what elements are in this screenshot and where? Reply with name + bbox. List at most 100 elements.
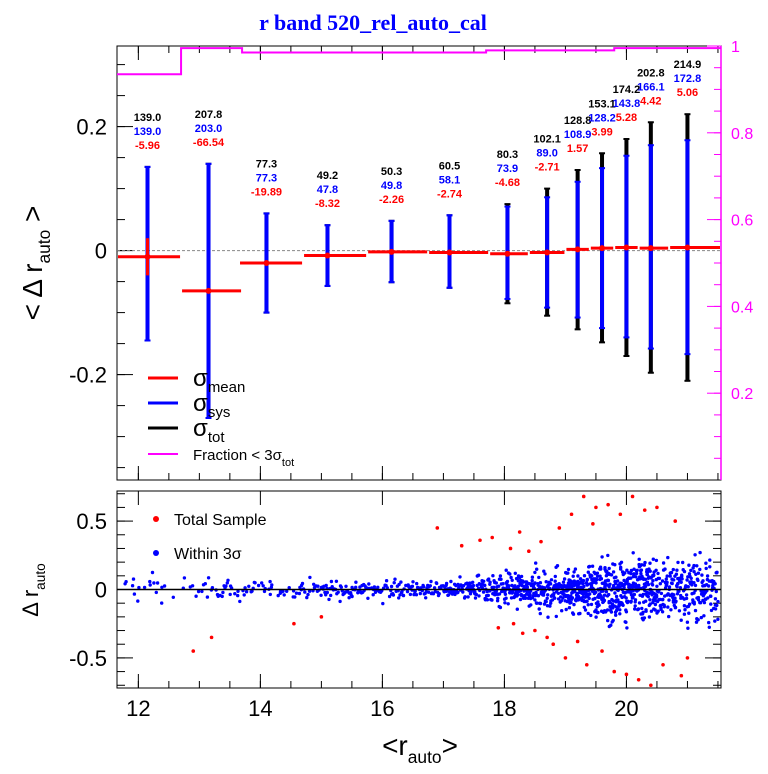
scatter-point-within <box>656 609 660 613</box>
scatter-point-outlier <box>527 549 531 553</box>
scatter-point-within <box>544 599 548 604</box>
bottom-legend: Total Sample Within 3σ <box>153 512 267 563</box>
bottom-x-tick-label: 16 <box>370 696 394 721</box>
scatter-point-within <box>238 599 242 604</box>
bin-mean-marker <box>388 248 395 255</box>
scatter-point-within <box>639 568 644 572</box>
scatter-point-within <box>412 592 416 597</box>
bin-annotation-label: 174.2 <box>613 84 641 96</box>
scatter-point-within <box>612 583 616 588</box>
scatter-point-within <box>698 567 702 572</box>
scatter-point-within <box>666 555 670 560</box>
scatter-point-within <box>508 572 512 576</box>
scatter-point-within <box>619 560 624 564</box>
scatter-point-within <box>205 595 210 599</box>
scatter-point-within <box>660 610 665 614</box>
bin-annotation-label: 139.0 <box>134 112 162 124</box>
scatter-point-within <box>642 616 647 620</box>
legend-label-main: σ <box>193 415 208 442</box>
scatter-point-within <box>706 596 710 600</box>
scatter-point-within <box>482 579 486 583</box>
bin-annotation-label: -66.54 <box>193 137 225 149</box>
scatter-point-within <box>491 574 495 578</box>
scatter-point-within <box>617 604 621 608</box>
bottom-y-tick-label: 0 <box>95 578 107 603</box>
scatter-point-within <box>410 584 415 588</box>
scatter-point-within <box>624 620 628 624</box>
scatter-point-within <box>570 596 575 600</box>
scatter-point-within <box>623 571 627 575</box>
bin-annotation-label: 80.3 <box>497 149 518 161</box>
scatter-point-within <box>699 615 703 620</box>
scatter-point-within <box>594 581 598 585</box>
top-y-axis-title: < Δ rauto > <box>17 206 54 321</box>
bin-annotation-label: -2.71 <box>535 162 560 174</box>
scatter-point-outlier <box>642 508 647 512</box>
scatter-point-within <box>613 563 617 567</box>
scatter-point-within <box>203 582 207 586</box>
scatter-point-within <box>687 602 692 606</box>
scatter-point-within <box>619 567 623 571</box>
scatter-point-within <box>587 596 591 601</box>
scatter-point-within <box>665 580 669 585</box>
scatter-point-within <box>435 581 439 586</box>
scatter-point-within <box>624 610 629 614</box>
scatter-point-within <box>616 598 620 602</box>
scatter-point-within <box>554 614 558 619</box>
scatter-point-within <box>397 596 401 600</box>
scatter-point-within <box>262 589 267 594</box>
scatter-point-within <box>154 590 158 595</box>
scatter-point-within <box>581 582 585 586</box>
scatter-point-within <box>643 577 648 581</box>
scatter-point-within <box>456 590 460 595</box>
bin-annotation-label: 172.8 <box>674 73 702 85</box>
scatter-point-within <box>695 564 699 568</box>
scatter-point-within <box>614 581 618 585</box>
scatter-point-within <box>142 585 147 590</box>
scatter-point-within <box>641 610 645 614</box>
scatter-point-within <box>669 570 674 575</box>
scatter-point-within <box>663 567 667 571</box>
scatter-point-within <box>243 586 247 590</box>
scatter-point-within <box>625 600 630 605</box>
scatter-point-within <box>607 592 611 597</box>
bin-annotation-label: 202.8 <box>637 67 665 79</box>
scatter-point-within <box>682 604 687 608</box>
scatter-point-within <box>716 599 720 604</box>
scatter-point-within <box>307 589 312 593</box>
scatter-point-within <box>614 575 618 579</box>
top-y-axis-title-main: < Δ r <box>17 264 48 321</box>
scatter-point-within <box>367 582 371 586</box>
scatter-point-within <box>483 583 487 588</box>
scatter-point-within <box>585 577 589 582</box>
scatter-point-within <box>609 623 613 627</box>
scatter-point-within <box>614 594 619 599</box>
scatter-point-within <box>400 589 404 594</box>
scatter-point-within <box>631 551 635 555</box>
scatter-point-within <box>683 608 687 612</box>
scatter-point-within <box>538 581 543 585</box>
scatter-point-outlier <box>511 621 516 626</box>
scatter-point-within <box>401 593 406 598</box>
scatter-point-within <box>466 595 470 599</box>
scatter-point-within <box>506 602 510 606</box>
scatter-point-within <box>614 613 618 617</box>
scatter-point-within <box>507 584 511 588</box>
scatter-point-within <box>160 601 164 605</box>
scatter-point-within <box>247 584 251 588</box>
scatter-point-within <box>709 602 713 606</box>
scatter-point-outlier <box>459 543 464 548</box>
scatter-point-within <box>327 597 331 602</box>
scatter-point-outlier <box>520 631 525 636</box>
scatter-point-outlier <box>679 673 684 678</box>
scatter-point-within <box>501 582 505 586</box>
scatter-point-within <box>649 609 654 613</box>
scatter-point-within <box>706 584 711 588</box>
scatter-point-within <box>566 567 571 572</box>
scatter-point-within <box>599 567 603 571</box>
scatter-point-outlier <box>581 494 586 499</box>
scatter-point-within <box>605 608 610 612</box>
scatter-point-within <box>658 582 662 586</box>
scatter-point-within <box>677 609 682 613</box>
scatter-point-within <box>681 560 685 565</box>
